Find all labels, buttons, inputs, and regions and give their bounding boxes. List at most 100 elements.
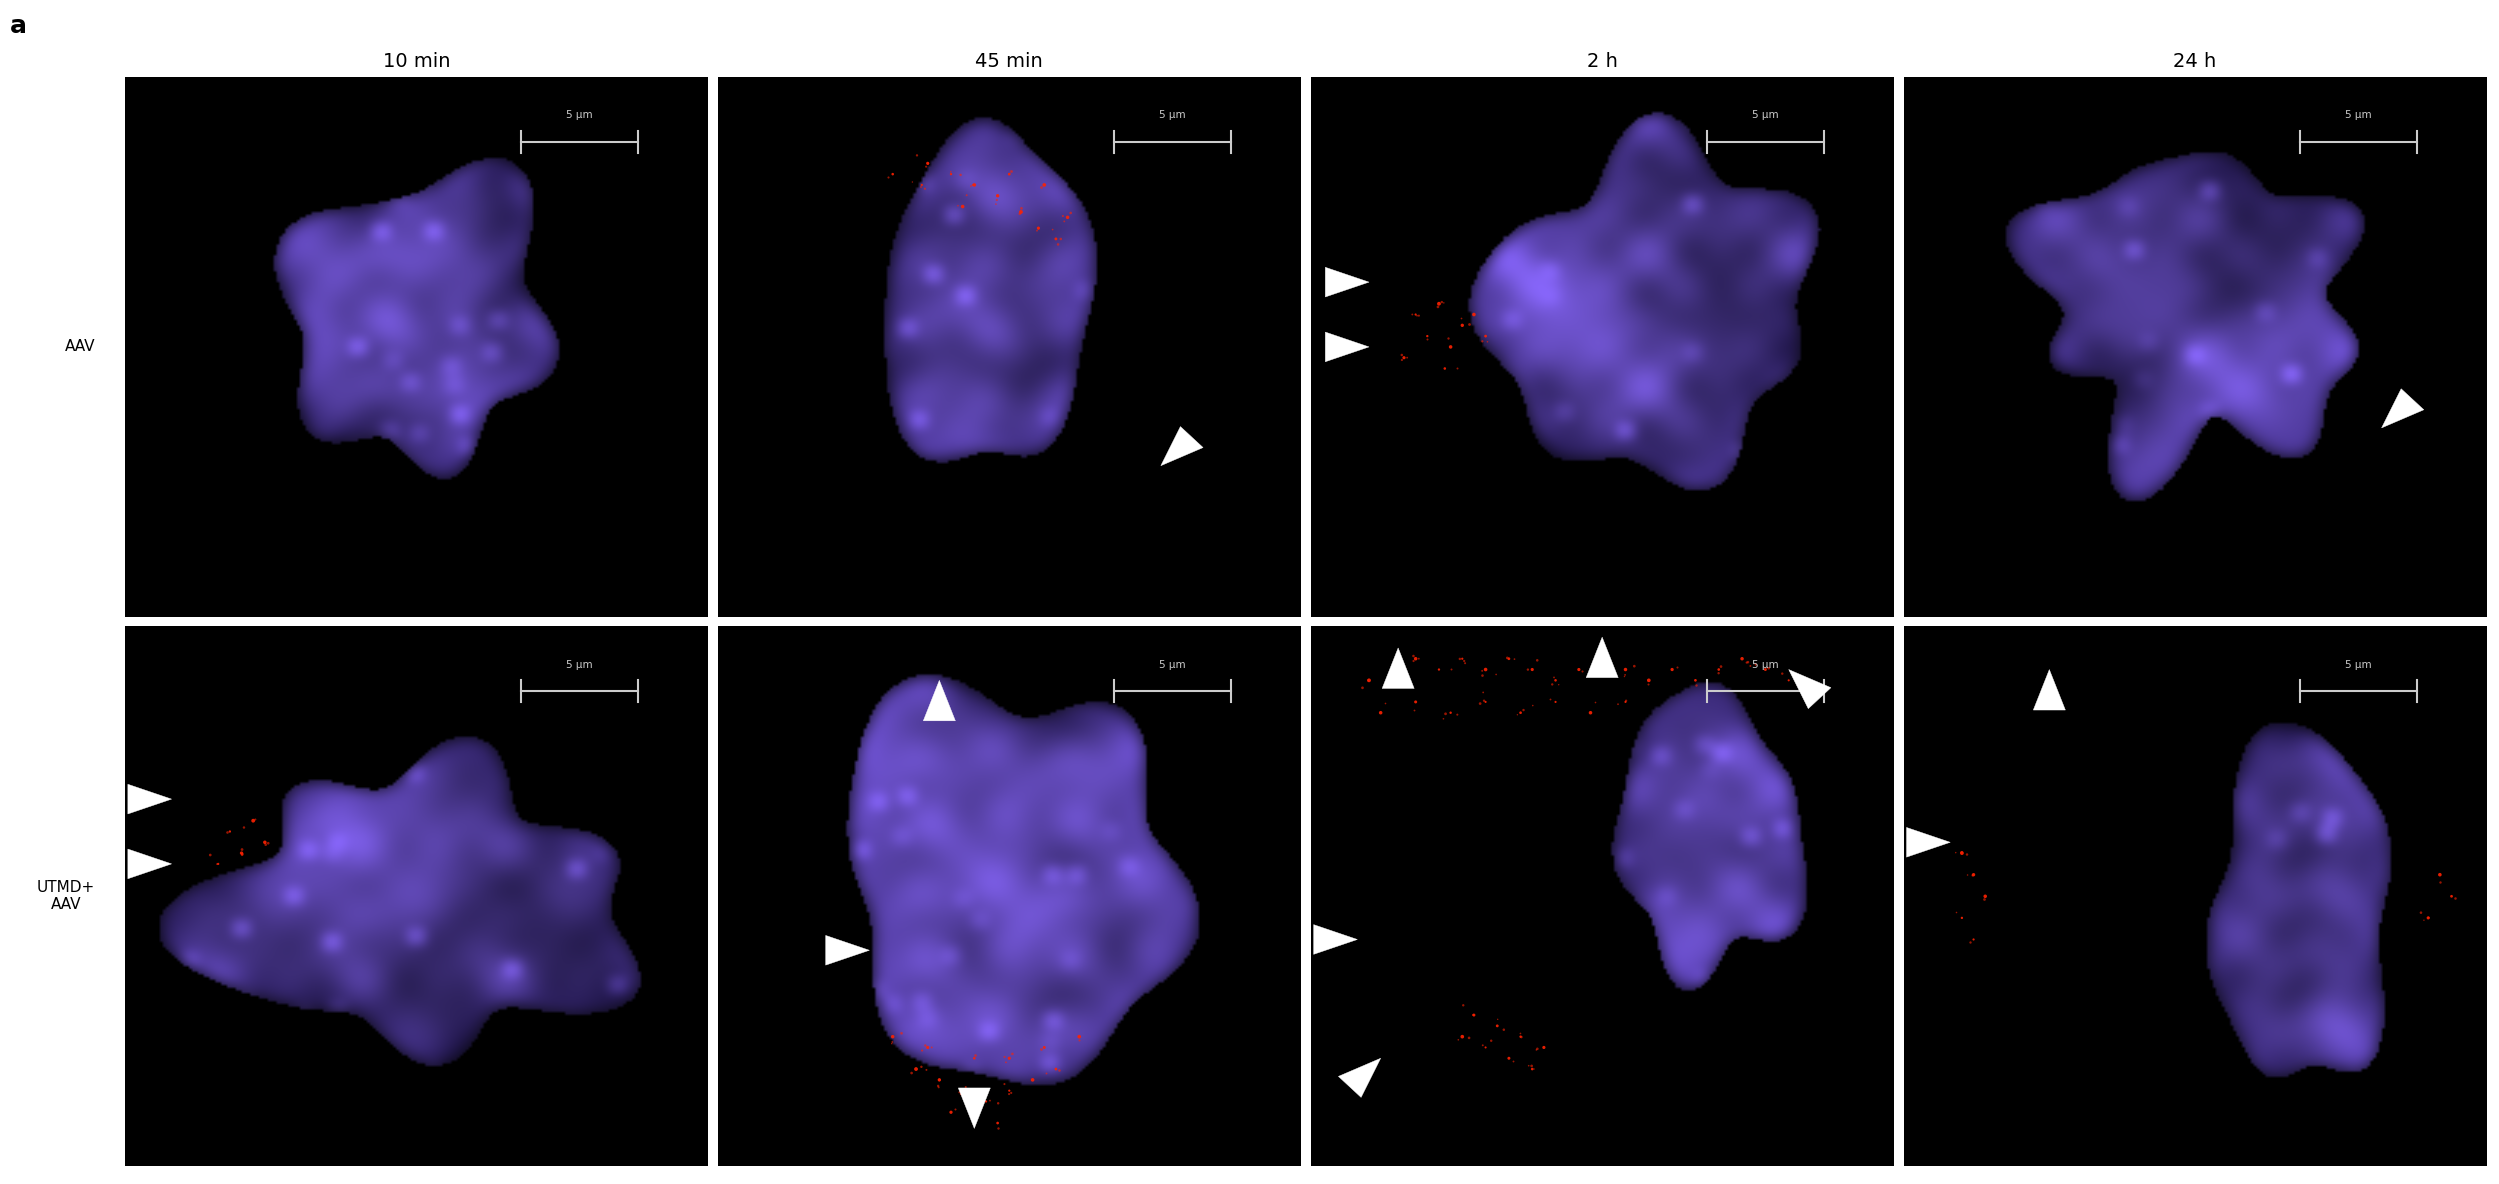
Polygon shape (127, 784, 172, 813)
Point (985, 1075, 1025, 1094)
Point (1392, 305, 1432, 324)
Point (1604, 665, 1644, 684)
Point (1374, 665, 1414, 684)
Point (245, 832, 285, 851)
Point (1042, 206, 1082, 225)
Point (1937, 902, 1977, 921)
Point (907, 1061, 947, 1080)
Point (1394, 305, 1434, 324)
Point (1954, 866, 1994, 884)
Point (1604, 667, 1644, 686)
Point (1517, 651, 1557, 670)
Point (2402, 903, 2442, 922)
Point (872, 165, 912, 184)
Point (917, 1076, 957, 1095)
Point (1532, 675, 1572, 694)
Polygon shape (127, 849, 172, 879)
Point (1749, 658, 1789, 677)
Polygon shape (957, 1088, 990, 1128)
Point (1442, 1028, 1482, 1047)
Polygon shape (922, 681, 955, 721)
Point (977, 1114, 1017, 1133)
Point (1000, 205, 1040, 224)
Point (1512, 1060, 1552, 1079)
Point (992, 1083, 1032, 1102)
Text: a: a (10, 14, 27, 38)
Point (1569, 703, 1609, 722)
Point (1459, 694, 1499, 713)
Point (907, 1038, 947, 1057)
Point (1539, 675, 1579, 694)
Point (1467, 333, 1507, 352)
Point (920, 1077, 960, 1096)
Point (1699, 659, 1739, 678)
Point (942, 1081, 982, 1100)
Point (1342, 678, 1382, 697)
Point (1604, 693, 1644, 712)
Point (992, 1044, 1032, 1063)
Point (1020, 178, 1060, 197)
Point (1597, 695, 1637, 714)
Point (977, 1094, 1017, 1113)
Point (1012, 1070, 1052, 1089)
Point (1444, 996, 1484, 1015)
Point (1614, 657, 1654, 676)
Point (902, 1041, 942, 1060)
Point (1040, 230, 1080, 249)
Point (1699, 664, 1739, 683)
Point (1529, 689, 1569, 708)
Point (1942, 908, 1982, 927)
Point (1394, 700, 1434, 719)
Point (1025, 175, 1065, 194)
Point (1025, 1038, 1065, 1057)
Point (1494, 650, 1534, 669)
Point (1582, 649, 1622, 668)
Point (1047, 208, 1087, 227)
Text: 2 h: 2 h (1587, 52, 1617, 71)
Point (210, 822, 250, 841)
Point (1349, 671, 1389, 690)
Point (1444, 654, 1484, 673)
Text: UTMD+
AAV: UTMD+ AAV (37, 880, 95, 913)
Point (1369, 665, 1409, 684)
Point (1427, 329, 1467, 348)
Point (1017, 221, 1057, 240)
Point (1060, 1028, 1100, 1047)
Point (222, 844, 262, 863)
Point (1417, 297, 1457, 316)
Point (990, 165, 1030, 184)
Point (1629, 671, 1669, 690)
Point (1454, 1005, 1494, 1024)
Point (1762, 664, 1802, 683)
Point (872, 1034, 912, 1053)
Point (940, 1083, 980, 1102)
Text: 5 μm: 5 μm (567, 659, 592, 669)
Point (1464, 693, 1504, 712)
Point (235, 810, 275, 829)
Point (1477, 1016, 1517, 1035)
Point (1504, 701, 1544, 720)
Point (1449, 314, 1489, 333)
Point (1517, 1041, 1557, 1060)
Point (1432, 659, 1472, 678)
Point (1464, 659, 1504, 678)
Point (1954, 929, 1994, 948)
Polygon shape (2382, 388, 2424, 427)
Point (1394, 646, 1434, 665)
Point (1442, 316, 1482, 335)
Point (902, 178, 942, 197)
Point (1674, 671, 1714, 690)
Point (992, 161, 1032, 180)
Point (1947, 866, 1987, 884)
Point (977, 194, 1017, 213)
Point (942, 197, 982, 215)
Point (935, 1100, 975, 1119)
Point (907, 154, 947, 173)
Point (947, 186, 987, 205)
Point (1429, 337, 1469, 356)
Point (920, 1070, 960, 1089)
Point (1382, 350, 1422, 369)
Point (1497, 706, 1537, 725)
Point (1729, 656, 1769, 675)
Point (1442, 309, 1482, 328)
